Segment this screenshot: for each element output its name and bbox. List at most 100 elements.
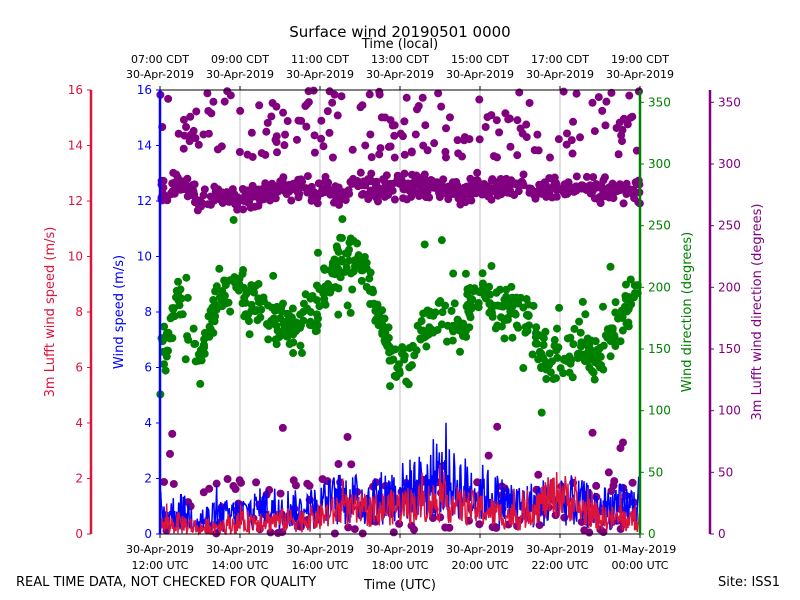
- lufft-direction-point: [190, 180, 199, 189]
- wind-direction-point: [611, 342, 620, 351]
- lufft-direction-point: [390, 195, 399, 204]
- lufft-direction-point: [165, 449, 174, 458]
- wind-direction-point: [160, 322, 169, 331]
- lufft-direction-point: [458, 152, 467, 161]
- wind-direction-point: [330, 255, 339, 264]
- lufft-direction-point: [235, 147, 244, 156]
- wind-direction-point: [283, 309, 292, 318]
- lufft-direction-point: [199, 191, 208, 200]
- lufft-direction-point: [305, 481, 314, 490]
- lufft-direction-point: [488, 175, 497, 184]
- wind-direction-point: [553, 324, 562, 333]
- lufft-direction-axis-tick-label: 50: [718, 465, 733, 479]
- lufft-direction-point: [261, 150, 270, 159]
- wind-direction-point: [434, 298, 443, 307]
- wind-direction-point: [390, 371, 399, 380]
- wind-direction-point: [578, 297, 587, 306]
- lufft-direction-point: [522, 133, 531, 142]
- lufft-direction-point: [615, 118, 624, 127]
- lufft-direction-axis-label: 3m Lufft wind direction (degrees): [750, 204, 765, 421]
- wind-direction-point: [197, 356, 206, 365]
- lufft-direction-point: [255, 101, 264, 110]
- wind-direction-point: [532, 323, 541, 332]
- wind-direction-point: [306, 308, 315, 317]
- wind-direction-point: [533, 339, 542, 348]
- lufft-direction-point: [418, 93, 427, 102]
- lufft-direction-point: [488, 523, 497, 532]
- wind-direction-point: [348, 285, 357, 294]
- lufft-direction-point: [562, 140, 571, 149]
- lufft-direction-point: [514, 187, 523, 196]
- top-tick-label: 30-Apr-2019: [446, 68, 514, 81]
- lufft-direction-point: [244, 194, 253, 203]
- lufft-direction-point: [618, 137, 627, 146]
- wind-direction-point: [191, 339, 200, 348]
- lufft-direction-point: [484, 451, 493, 460]
- wind-direction-point: [496, 301, 505, 310]
- lufft-direction-point: [236, 106, 245, 115]
- lufft-direction-point: [582, 172, 591, 181]
- lufft-direction-point: [492, 116, 501, 125]
- wind-direction-point: [512, 321, 521, 330]
- wind-direction-point: [452, 321, 461, 330]
- bottom-tick-label: 16:00 UTC: [291, 559, 348, 572]
- wind-direction-point: [569, 340, 578, 349]
- lufft-direction-point: [390, 153, 399, 162]
- lufft-direction-point: [625, 91, 634, 100]
- lufft-direction-point: [325, 128, 334, 137]
- lufft-direction-point: [607, 487, 616, 496]
- wind-direction-point: [217, 296, 226, 305]
- wind-direction-point: [336, 272, 345, 281]
- wind-direction-point: [591, 337, 600, 346]
- lufft-speed-axis-tick-label: 6: [75, 361, 83, 375]
- wind-direction-point: [378, 327, 387, 336]
- lufft-direction-point: [220, 97, 229, 106]
- lufft-direction-point: [426, 176, 435, 185]
- lufft-speed-axis-tick-label: 4: [75, 416, 83, 430]
- lufft-direction-point: [418, 178, 427, 187]
- wind-direction-point: [468, 302, 477, 311]
- top-tick-label: 30-Apr-2019: [206, 68, 274, 81]
- wind-direction-axis-tick-label: 0: [648, 527, 656, 541]
- lufft-direction-point: [493, 422, 502, 431]
- lufft-direction-point: [279, 173, 288, 182]
- wind-direction-point: [342, 263, 351, 272]
- top-tick-label: 09:00 CDT: [211, 53, 269, 66]
- lufft-direction-point: [263, 118, 272, 127]
- lufft-direction-point: [358, 101, 367, 110]
- lufft-direction-point: [450, 183, 459, 192]
- lufft-direction-point: [481, 123, 490, 132]
- lufft-direction-point: [169, 179, 178, 188]
- lufft-direction-axis-tick-label: 100: [718, 404, 741, 418]
- lufft-direction-point: [572, 172, 581, 181]
- lufft-direction-point: [590, 127, 599, 136]
- wind-direction-point: [189, 324, 198, 333]
- lufft-direction-point: [563, 184, 572, 193]
- lufft-direction-point: [375, 87, 384, 96]
- wind-direction-point: [174, 277, 183, 286]
- wind-direction-axis-tick-label: 200: [648, 280, 671, 294]
- top-tick-label: 30-Apr-2019: [286, 68, 354, 81]
- wind-speed-lines: [159, 422, 641, 536]
- lufft-direction-point: [623, 120, 632, 129]
- top-tick-label: 30-Apr-2019: [126, 68, 194, 81]
- wind-speed-axis-label: Wind speed (m/s): [112, 255, 127, 369]
- lufft-direction-point: [317, 134, 326, 143]
- wind-direction-point: [550, 336, 559, 345]
- wind-direction-point: [522, 311, 531, 320]
- lufft-direction-point: [304, 98, 313, 107]
- lufft-direction-point: [203, 89, 212, 98]
- wind-direction-point: [368, 288, 377, 297]
- lufft-direction-point: [278, 423, 287, 432]
- wind-direction-point: [534, 355, 543, 364]
- lufft-direction-point: [393, 176, 402, 185]
- lufft-direction-point: [365, 90, 374, 99]
- lufft-direction-point: [412, 171, 421, 180]
- lufft-speed-axis-tick-label: 10: [68, 250, 83, 264]
- wind-direction-point: [559, 369, 568, 378]
- wind-direction-point: [246, 286, 255, 295]
- wind-direction-point: [289, 338, 298, 347]
- wind-direction-point: [441, 301, 450, 310]
- wind-direction-point: [608, 326, 617, 335]
